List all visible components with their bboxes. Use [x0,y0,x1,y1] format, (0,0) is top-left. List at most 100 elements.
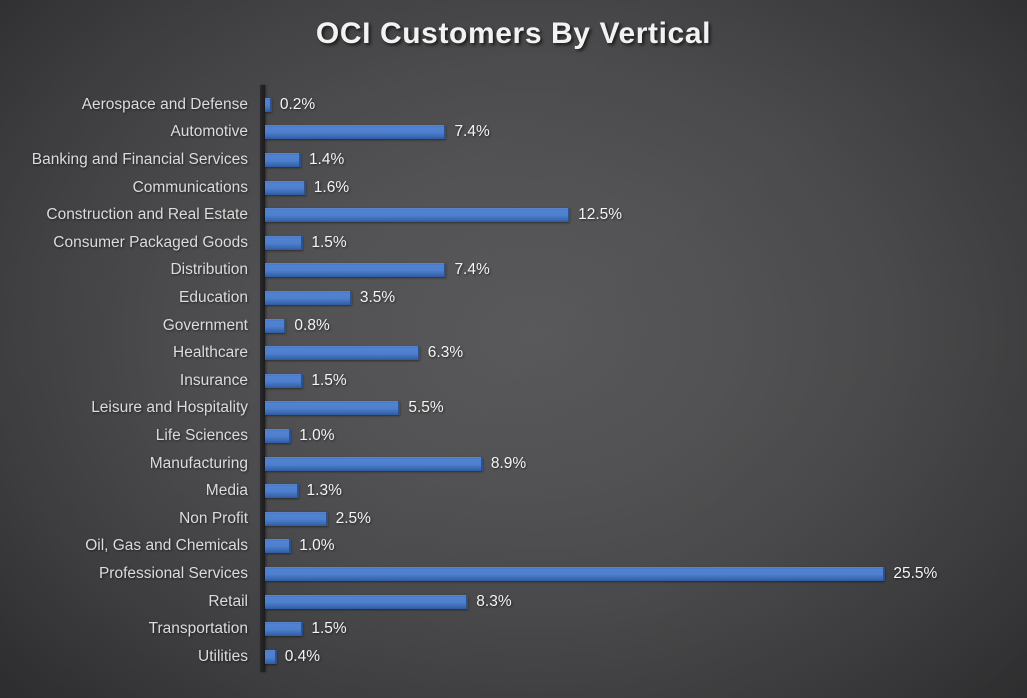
bar [265,539,292,554]
bar [265,428,292,443]
bar [265,484,299,499]
bar [265,649,277,664]
value-label: 25.5% [893,564,938,582]
category-label: Banking and Financial Services [31,150,248,168]
bar-row: Life Sciences 1.0% [0,422,1027,450]
bar-row: Aerospace and Defense 0.2% [0,91,1027,119]
bar-with-label: 8.3% [265,592,512,610]
value-label: 1.5% [311,371,347,389]
bar-with-label: 1.0% [265,537,335,555]
bar [265,263,447,278]
bar-row: Professional Services 25.5% [0,560,1027,588]
value-label: 8.3% [476,592,512,610]
bar-row: Leisure and Hospitality 5.5% [0,395,1027,423]
value-label: 1.4% [308,150,345,168]
bar-with-label: 1.5% [265,233,347,251]
value-label: 1.5% [311,233,347,251]
bar-with-label: 0.2% [265,96,315,113]
bar-with-label: 0.8% [265,316,330,334]
value-label: 3.5% [359,288,396,306]
bar [265,373,304,388]
value-label: 6.3% [427,344,464,362]
bar-with-label: 1.5% [265,371,347,389]
category-label: Healthcare [173,344,248,362]
bar-with-label: 2.5% [265,509,371,527]
bar-with-label: 1.4% [265,150,345,168]
category-label: Professional Services [98,564,248,582]
bar [265,318,287,333]
category-label: Construction and Real Estate [46,206,248,224]
category-label: Transportation [148,620,248,638]
bar-with-label: 1.6% [265,178,350,196]
chart-title: OCI Customers By Vertical [315,17,712,50]
category-label: Utilities [198,647,248,665]
category-label: Education [179,288,248,306]
value-label: 5.5% [408,399,444,417]
bar-row: Retail 8.3% [0,588,1027,616]
bar [265,208,571,223]
value-label: 0.8% [294,316,330,334]
bar [265,235,304,250]
bar-with-label: 1.0% [265,426,335,444]
bar-row: Government 0.8% [0,312,1027,340]
value-label: 0.4% [284,647,321,665]
bar-row: Construction and Real Estate 12.5% [0,201,1027,229]
category-label: Consumer Packaged Goods [53,233,248,251]
value-label: 7.4% [454,261,490,279]
bar-row: Automotive 7.4% [0,119,1027,147]
bar-with-label: 0.4% [265,647,321,665]
category-label: Leisure and Hospitality [91,399,248,417]
bar [265,180,306,195]
bar-with-label: 8.9% [265,454,527,472]
bar-with-label: 25.5% [265,564,938,582]
bar-with-label: 3.5% [265,288,396,306]
plot-area: Aerospace and Defense 0.2% Automotive 7.4% B… [0,85,1027,675]
bar [265,346,420,361]
bar-row: Consumer Packaged Goods 1.5% [0,229,1027,257]
value-label: 12.5% [578,206,623,224]
bar [265,511,328,526]
bar-row: Oil, Gas and Chemicals 1.0% [0,533,1027,561]
bar-with-label: 7.4% [265,261,490,279]
value-label: 1.0% [299,537,335,555]
bar-with-label: 5.5% [265,399,444,417]
bar-with-label: 1.3% [265,482,342,500]
bar [265,622,304,637]
bar-with-label: 1.5% [265,620,347,638]
bar-row: Distribution 7.4% [0,257,1027,285]
bar [265,456,483,471]
bar-row: Healthcare 6.3% [0,339,1027,367]
bar [265,594,469,609]
bar-row: Communications 1.6% [0,174,1027,202]
category-label: Government [162,316,248,334]
category-label: Manufacturing [149,454,248,472]
bar [265,401,401,416]
category-label: Life Sciences [155,426,248,444]
category-label: Retail [208,592,248,610]
category-label: Aerospace and Defense [81,95,248,113]
bar [265,290,352,305]
value-label: 2.5% [335,509,371,527]
category-label: Communications [132,178,248,196]
value-label: 1.6% [313,178,350,196]
bar-row: Transportation 1.5% [0,615,1027,643]
value-label: 7.4% [454,123,490,141]
value-label: 8.9% [490,454,527,472]
bar-row: Insurance 1.5% [0,367,1027,395]
bar [265,152,301,167]
bar-with-label: 7.4% [265,123,490,141]
category-label: Non Profit [179,509,248,527]
category-label: Media [205,482,248,500]
bar-row: Education 3.5% [0,284,1027,312]
bar-with-label: 12.5% [265,206,623,224]
value-label: 1.0% [299,426,335,444]
category-label: Oil, Gas and Chemicals [85,537,248,555]
value-label: 1.5% [311,620,347,638]
category-label: Automotive [170,123,248,141]
category-label: Distribution [170,261,248,279]
bar-row: Manufacturing 8.9% [0,450,1027,478]
bar [265,566,886,581]
value-label: 1.3% [306,482,342,500]
category-axis-line [260,85,265,672]
